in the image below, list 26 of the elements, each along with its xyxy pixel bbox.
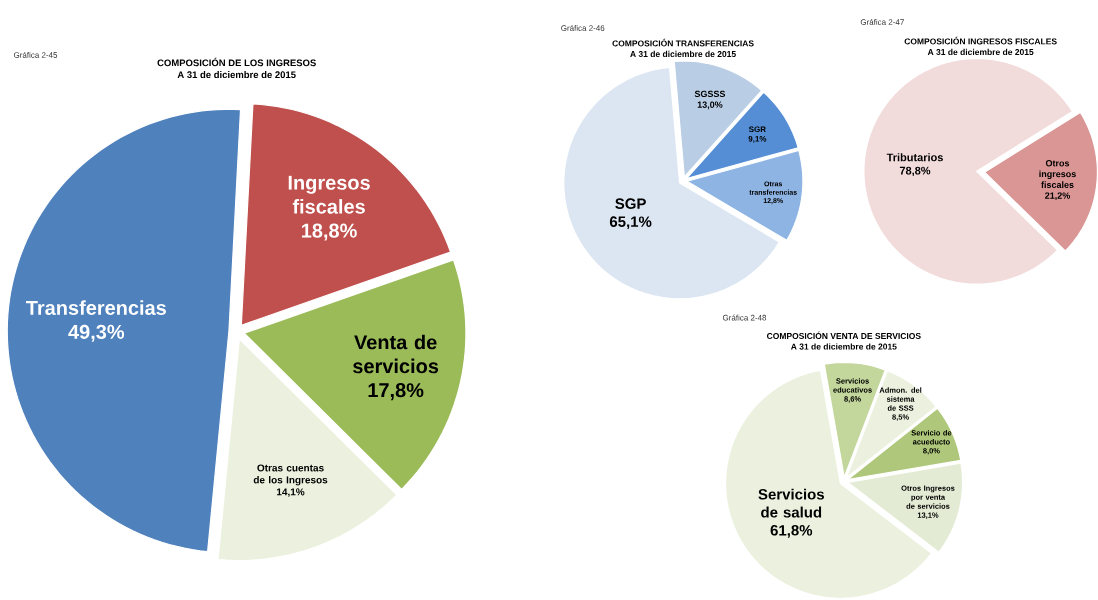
data-label: 65,1% <box>609 216 652 230</box>
slice-label: Servicios de salud <box>758 488 824 518</box>
slice-label: Otras cuentas de los Ingresos <box>253 464 328 486</box>
data-label: 17,8% <box>368 383 424 401</box>
chart-title: COMPOSICIÓN TRANSFERENCIAS <box>612 38 754 47</box>
data-label: 13,0% <box>697 101 723 110</box>
chart-subtitle: A 31 de diciembre de 2015 <box>630 50 736 57</box>
slice-label: Ingresos fiscales <box>288 175 370 214</box>
data-label: 21,2% <box>1045 192 1070 200</box>
chart-subtitle: A 31 de diciembre de 2015 <box>790 343 897 350</box>
data-label: 49,3% <box>68 324 125 342</box>
data-label: 18,8% <box>301 223 357 241</box>
slice-label: Venta de servicios <box>353 334 439 374</box>
data-label: 78,8% <box>899 166 931 177</box>
data-label: 14,1% <box>276 488 305 497</box>
chart-title: COMPOSICIÓN DE LOS INGRESOS <box>157 57 316 67</box>
chart-subtitle: A 31 de diciembre de 2015 <box>177 71 296 78</box>
slice-label: SGSSS <box>694 90 726 98</box>
slice-label: Transferencias <box>26 300 166 315</box>
slice-label: Otros ingresos fiscales <box>1039 159 1076 188</box>
data-label: 61,8% <box>770 524 813 538</box>
chart-subtitle: A 31 de diciembre de 2015 <box>927 48 1034 55</box>
slice-label: Tributarios <box>886 153 943 162</box>
slice-label: SGP <box>615 198 646 209</box>
chart-title: COMPOSICIÓN INGRESOS FISCALES <box>904 36 1057 45</box>
chart-title: COMPOSICIÓN VENTA DE SERVICIOS <box>766 331 921 339</box>
